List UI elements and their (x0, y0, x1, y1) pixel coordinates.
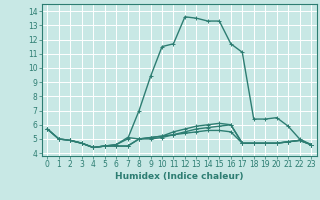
X-axis label: Humidex (Indice chaleur): Humidex (Indice chaleur) (115, 172, 244, 181)
